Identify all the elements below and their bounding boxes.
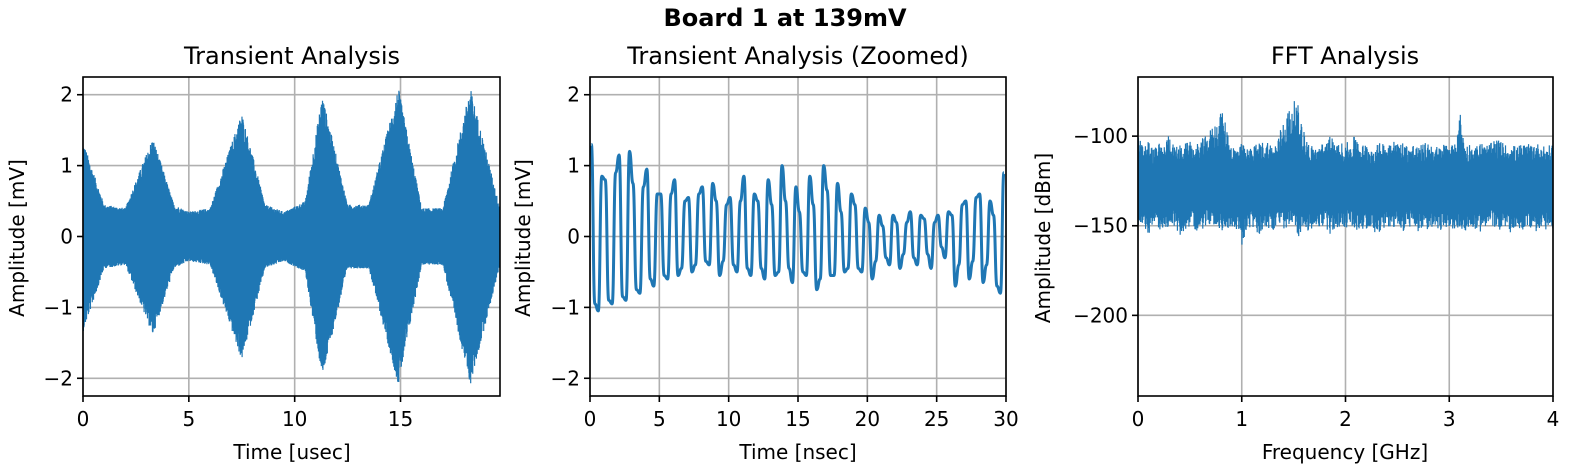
fft-x-tick-label: 1 <box>1235 407 1248 431</box>
transient-zoomed-y-tick-label: 0 <box>567 225 580 249</box>
transient-zoomed-y-axis-label: Amplitude [mV] <box>511 159 535 317</box>
transient-zoomed-y-tick-label: 2 <box>567 83 580 107</box>
transient-zoomed-x-tick-label: 5 <box>653 407 666 431</box>
fft-x-tick-label: 3 <box>1443 407 1456 431</box>
transient-x-tick-label: 10 <box>282 407 307 431</box>
fft-series-line <box>1138 101 1553 245</box>
transient-zoomed-x-tick-label: 0 <box>584 407 597 431</box>
transient-x-axis-label: Time [usec] <box>232 440 350 464</box>
transient-y-axis-label: Amplitude [mV] <box>5 159 29 317</box>
transient-zoomed-chart-title: Transient Analysis (Zoomed) <box>626 42 969 70</box>
fft-x-tick-label: 4 <box>1547 407 1560 431</box>
transient-zoomed-y-tick-label: −1 <box>551 295 580 319</box>
transient-zoomed-y-tick-label: −2 <box>551 366 580 390</box>
transient-zoomed-x-tick-label: 25 <box>924 407 949 431</box>
transient-zoomed-x-tick-label: 20 <box>855 407 880 431</box>
transient-y-tick-label: 1 <box>60 154 73 178</box>
transient-y-tick-label: 0 <box>60 225 73 249</box>
transient-x-tick-label: 15 <box>388 407 413 431</box>
transient-x-tick-label: 5 <box>182 407 195 431</box>
transient-zoomed-x-tick-label: 30 <box>993 407 1018 431</box>
transient-series-line <box>83 90 500 384</box>
transient-zoomed-x-tick-label: 15 <box>785 407 810 431</box>
fft-chart: FFT Analysis Frequency [GHz] Amplitude [… <box>1031 42 1559 464</box>
transient-zoomed-x-tick-label: 10 <box>716 407 741 431</box>
transient-y-tick-label: −1 <box>44 295 73 319</box>
fft-x-tick-label: 0 <box>1132 407 1145 431</box>
transient-x-tick-label: 0 <box>77 407 90 431</box>
transient-zoomed-x-axis-label: Time [nsec] <box>738 440 856 464</box>
fft-y-tick-label: −200 <box>1073 303 1128 327</box>
fft-y-tick-label: −150 <box>1073 214 1128 238</box>
transient-zoomed-chart: Transient Analysis (Zoomed) Time [nsec] … <box>511 42 1019 464</box>
fft-x-axis-label: Frequency [GHz] <box>1262 440 1428 464</box>
fft-y-axis-label: Amplitude [dBm] <box>1031 153 1055 323</box>
fft-chart-title: FFT Analysis <box>1271 42 1419 70</box>
transient-zoomed-y-tick-label: 1 <box>567 154 580 178</box>
transient-chart-title: Transient Analysis <box>183 42 400 70</box>
figure-title: Board 1 at 139mV <box>663 4 907 32</box>
fft-x-tick-label: 2 <box>1339 407 1352 431</box>
transient-chart: Transient Analysis Time [usec] Amplitude… <box>5 42 501 464</box>
fft-y-tick-label: −100 <box>1073 124 1128 148</box>
transient-y-tick-label: −2 <box>44 366 73 390</box>
transient-zoomed-series-line <box>590 142 1006 313</box>
transient-y-tick-label: 2 <box>60 83 73 107</box>
